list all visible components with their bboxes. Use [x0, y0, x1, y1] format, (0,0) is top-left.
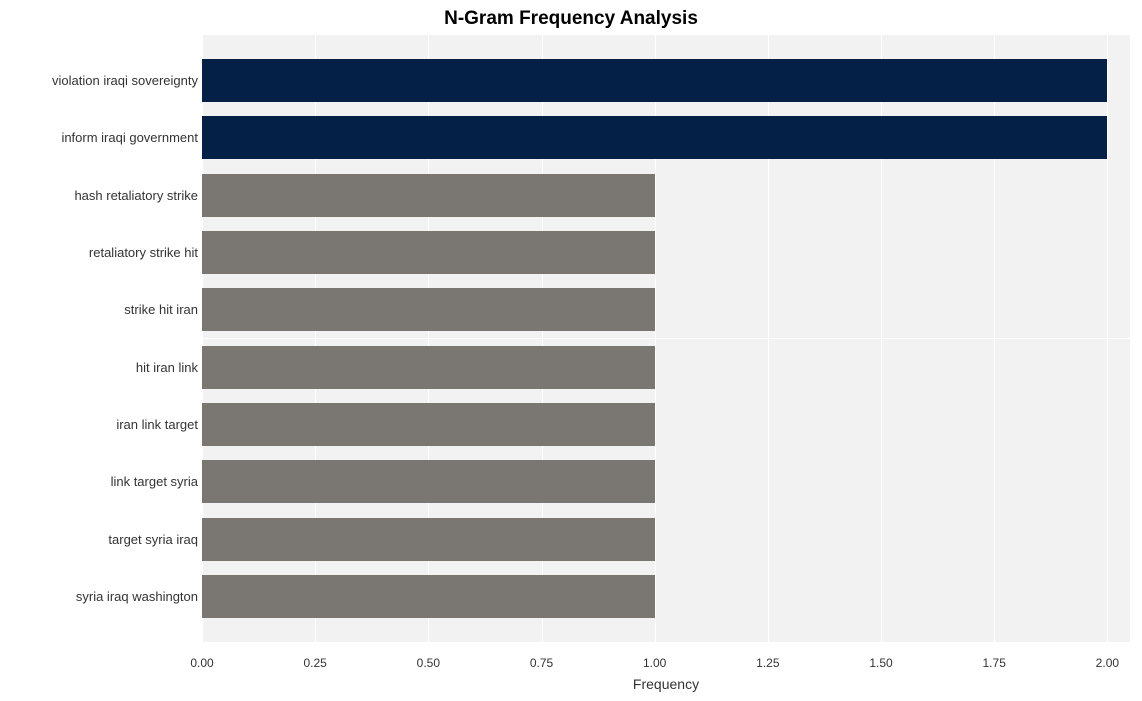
x-tick-label: 1.00 [643, 656, 666, 670]
x-tick-label: 0.75 [530, 656, 553, 670]
bar [202, 460, 655, 503]
bar [202, 403, 655, 446]
row-band [202, 35, 1130, 52]
y-tick-label: hit iran link [0, 339, 204, 396]
y-tick-label: hash retaliatory strike [0, 167, 204, 224]
bar [202, 518, 655, 561]
bar [202, 346, 655, 389]
y-tick-label: link target syria [0, 453, 204, 510]
y-tick-label: violation iraqi sovereignty [0, 52, 204, 109]
x-tick-label: 0.25 [303, 656, 326, 670]
y-tick-label: target syria iraq [0, 510, 204, 567]
y-tick-label: retaliatory strike hit [0, 224, 204, 281]
x-tick-label: 0.00 [190, 656, 213, 670]
bar [202, 288, 655, 331]
x-tick-label: 1.25 [756, 656, 779, 670]
y-tick-label: inform iraqi government [0, 109, 204, 166]
y-tick-label: iran link target [0, 396, 204, 453]
chart-title: N-Gram Frequency Analysis [0, 8, 1142, 30]
bar [202, 231, 655, 274]
x-tick-label: 0.50 [417, 656, 440, 670]
gridline-vertical [1107, 35, 1108, 642]
x-tick-label: 2.00 [1096, 656, 1119, 670]
row-band [202, 625, 1130, 642]
y-tick-label: syria iraq washington [0, 568, 204, 625]
chart-container: N-Gram Frequency Analysis violation iraq… [0, 0, 1142, 701]
bar [202, 116, 1107, 159]
x-tick-label: 1.50 [869, 656, 892, 670]
plot-area [202, 35, 1130, 642]
x-tick-label: 1.75 [983, 656, 1006, 670]
bar [202, 575, 655, 618]
y-tick-label: strike hit iran [0, 281, 204, 338]
bar [202, 174, 655, 217]
bar [202, 59, 1107, 102]
x-axis-title: Frequency [202, 676, 1130, 692]
